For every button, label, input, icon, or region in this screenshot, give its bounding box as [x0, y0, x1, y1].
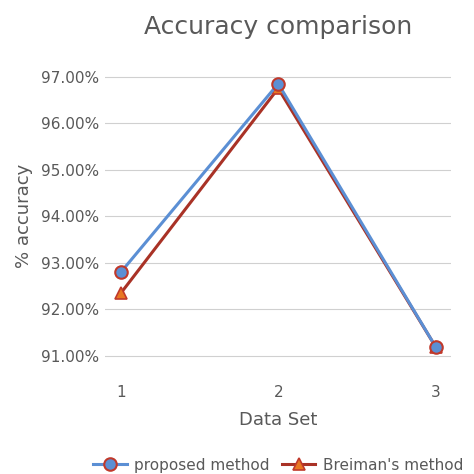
Y-axis label: % accuracy: % accuracy — [15, 164, 33, 268]
proposed method — [433, 344, 438, 349]
Breiman's method — [433, 344, 438, 349]
Title: Accuracy comparison: Accuracy comparison — [144, 15, 412, 39]
proposed method — [118, 269, 124, 275]
Breiman's method — [275, 85, 281, 91]
Line: proposed method: proposed method — [115, 77, 442, 353]
Breiman's method — [118, 290, 124, 296]
proposed method — [275, 81, 281, 87]
X-axis label: Data Set: Data Set — [239, 411, 318, 429]
Line: Breiman's method: Breiman's method — [115, 82, 442, 353]
Legend: proposed method, Breiman's method: proposed method, Breiman's method — [87, 452, 470, 474]
